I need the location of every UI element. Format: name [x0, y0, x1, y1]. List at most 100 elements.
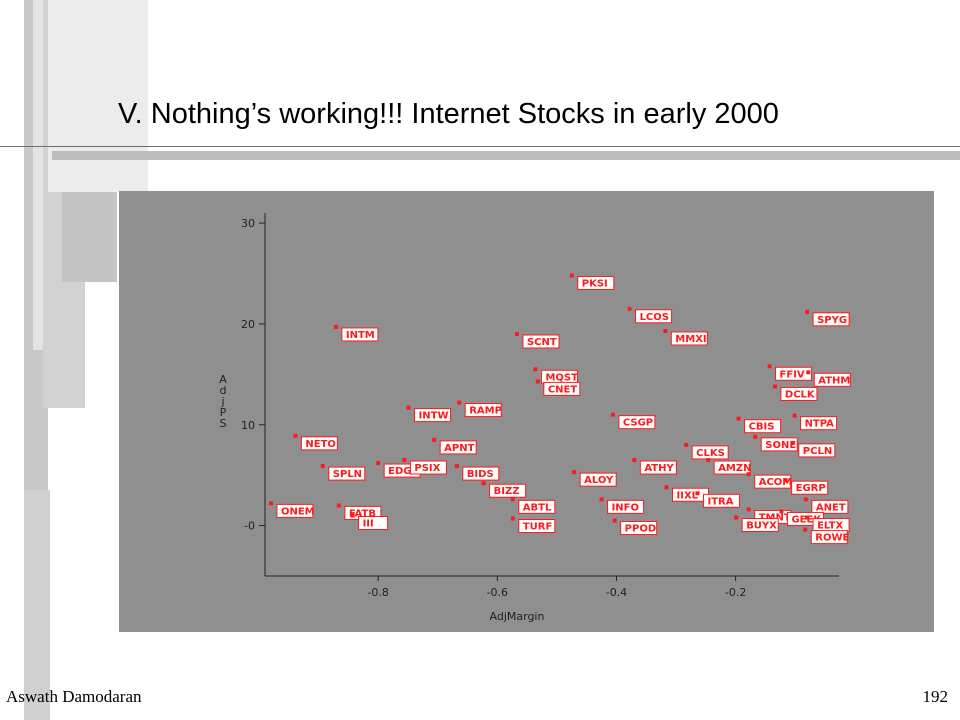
- point-label-box: [639, 460, 677, 475]
- point-label: BUYX: [746, 521, 777, 532]
- scatter-chart: -0 10 20 30 -0.8 -0.6 -0.4 -0.2 AdjMargin A d j P S PK…: [219, 213, 851, 623]
- point-label: SPLN: [333, 469, 362, 480]
- point-label-box: [464, 403, 502, 418]
- point-label: ONEM: [281, 506, 315, 517]
- slide-title: V. Nothing’s working!!! Internet Stocks …: [118, 98, 779, 130]
- point-label-box: [341, 327, 379, 342]
- x-tick-label: -0.2: [725, 586, 746, 599]
- point-label-box: [812, 312, 850, 327]
- data-point: [803, 497, 808, 502]
- point-label: III: [363, 519, 374, 530]
- point-label-box: [811, 499, 849, 514]
- point-label-box: [577, 276, 615, 291]
- point-label-box: [439, 440, 477, 455]
- data-point: [336, 503, 341, 508]
- data-point: [746, 472, 751, 477]
- point-label-box: [813, 372, 851, 387]
- point-label-box: [754, 474, 792, 489]
- point-label: INFO: [612, 502, 639, 513]
- data-point: [510, 497, 515, 502]
- point-label-box: [543, 381, 581, 396]
- data-point: [481, 481, 486, 486]
- point-label-box: [798, 443, 836, 458]
- y-tick-label: -0: [244, 520, 255, 533]
- point-label: ABTL: [523, 502, 552, 513]
- data-point: [599, 497, 604, 502]
- data-point: [569, 273, 574, 278]
- point-label: FFIV: [780, 369, 805, 380]
- point-label: TURF: [523, 522, 552, 533]
- point-label-box: [462, 466, 500, 481]
- point-label: ROWE: [815, 533, 849, 544]
- point-label: SCNT: [527, 337, 557, 348]
- data-point: [684, 442, 689, 447]
- title-divider-thick: [52, 151, 960, 160]
- point-label-box: [518, 519, 556, 534]
- data-point: [406, 405, 411, 410]
- point-label-box: [414, 408, 452, 423]
- data-point: [457, 400, 462, 405]
- point-label: IIXL: [677, 490, 699, 501]
- data-point: [533, 367, 538, 372]
- point-label: FATB: [349, 508, 376, 519]
- point-label: ALOY: [584, 475, 614, 486]
- x-tick-label: -0.4: [606, 586, 627, 599]
- data-point: [695, 491, 700, 496]
- data-point: [783, 478, 788, 483]
- point-label-box: [489, 483, 527, 498]
- point-label: ACOM: [759, 477, 793, 488]
- decor-bar-6: [24, 490, 50, 720]
- point-label: ANET: [816, 502, 846, 513]
- point-label-box: [522, 334, 560, 349]
- page-number: 192: [922, 687, 949, 706]
- point-label-box: [635, 309, 673, 324]
- point-label-box: [800, 416, 838, 431]
- point-label: ATHY: [644, 463, 674, 474]
- point-label: AMZN: [718, 463, 751, 474]
- data-point: [432, 437, 437, 442]
- point-label-box: [713, 460, 751, 475]
- point-label-box: [791, 480, 829, 495]
- data-point: [790, 440, 795, 445]
- point-label: PCLN: [803, 446, 832, 457]
- point-label-box: [518, 499, 556, 514]
- point-label: MMXI: [675, 334, 706, 345]
- point-label-box: [760, 437, 798, 452]
- data-point: [746, 507, 751, 512]
- title-divider-thin: [0, 146, 960, 147]
- data-point: [402, 458, 407, 463]
- point-label: CNET: [548, 384, 578, 395]
- point-label-box: [579, 472, 617, 487]
- data-point: [350, 513, 355, 518]
- point-label: ELTX: [817, 521, 843, 532]
- data-point: [610, 412, 615, 417]
- data-point: [779, 509, 784, 514]
- point-label: NETO: [305, 439, 336, 450]
- y-tick-label: 10: [241, 419, 255, 432]
- point-label-box: [775, 366, 813, 381]
- data-point: [293, 433, 298, 438]
- point-label: BIZZ: [494, 486, 520, 497]
- x-tick-label: -0.6: [487, 586, 508, 599]
- point-label-box: [744, 419, 782, 434]
- point-label: PPOD: [625, 524, 656, 535]
- data-point: [706, 458, 711, 463]
- data-point: [734, 515, 739, 520]
- point-label-box: [328, 466, 366, 481]
- data-point: [803, 527, 808, 532]
- point-label-box: [702, 493, 740, 508]
- point-label-box: [618, 415, 656, 430]
- y-tick-label: 30: [241, 217, 255, 230]
- point-label: CLKS: [696, 448, 725, 459]
- point-label: DCLK: [785, 389, 816, 400]
- point-label: ATHM: [818, 375, 850, 386]
- data-point: [454, 464, 459, 469]
- footer-author: Aswath Damodaran: [6, 687, 142, 706]
- data-point: [632, 458, 637, 463]
- point-label-box: [741, 518, 779, 533]
- point-label-box: [780, 386, 818, 401]
- data-point: [806, 370, 811, 375]
- data-point: [535, 379, 540, 384]
- point-label: LCOS: [640, 312, 669, 323]
